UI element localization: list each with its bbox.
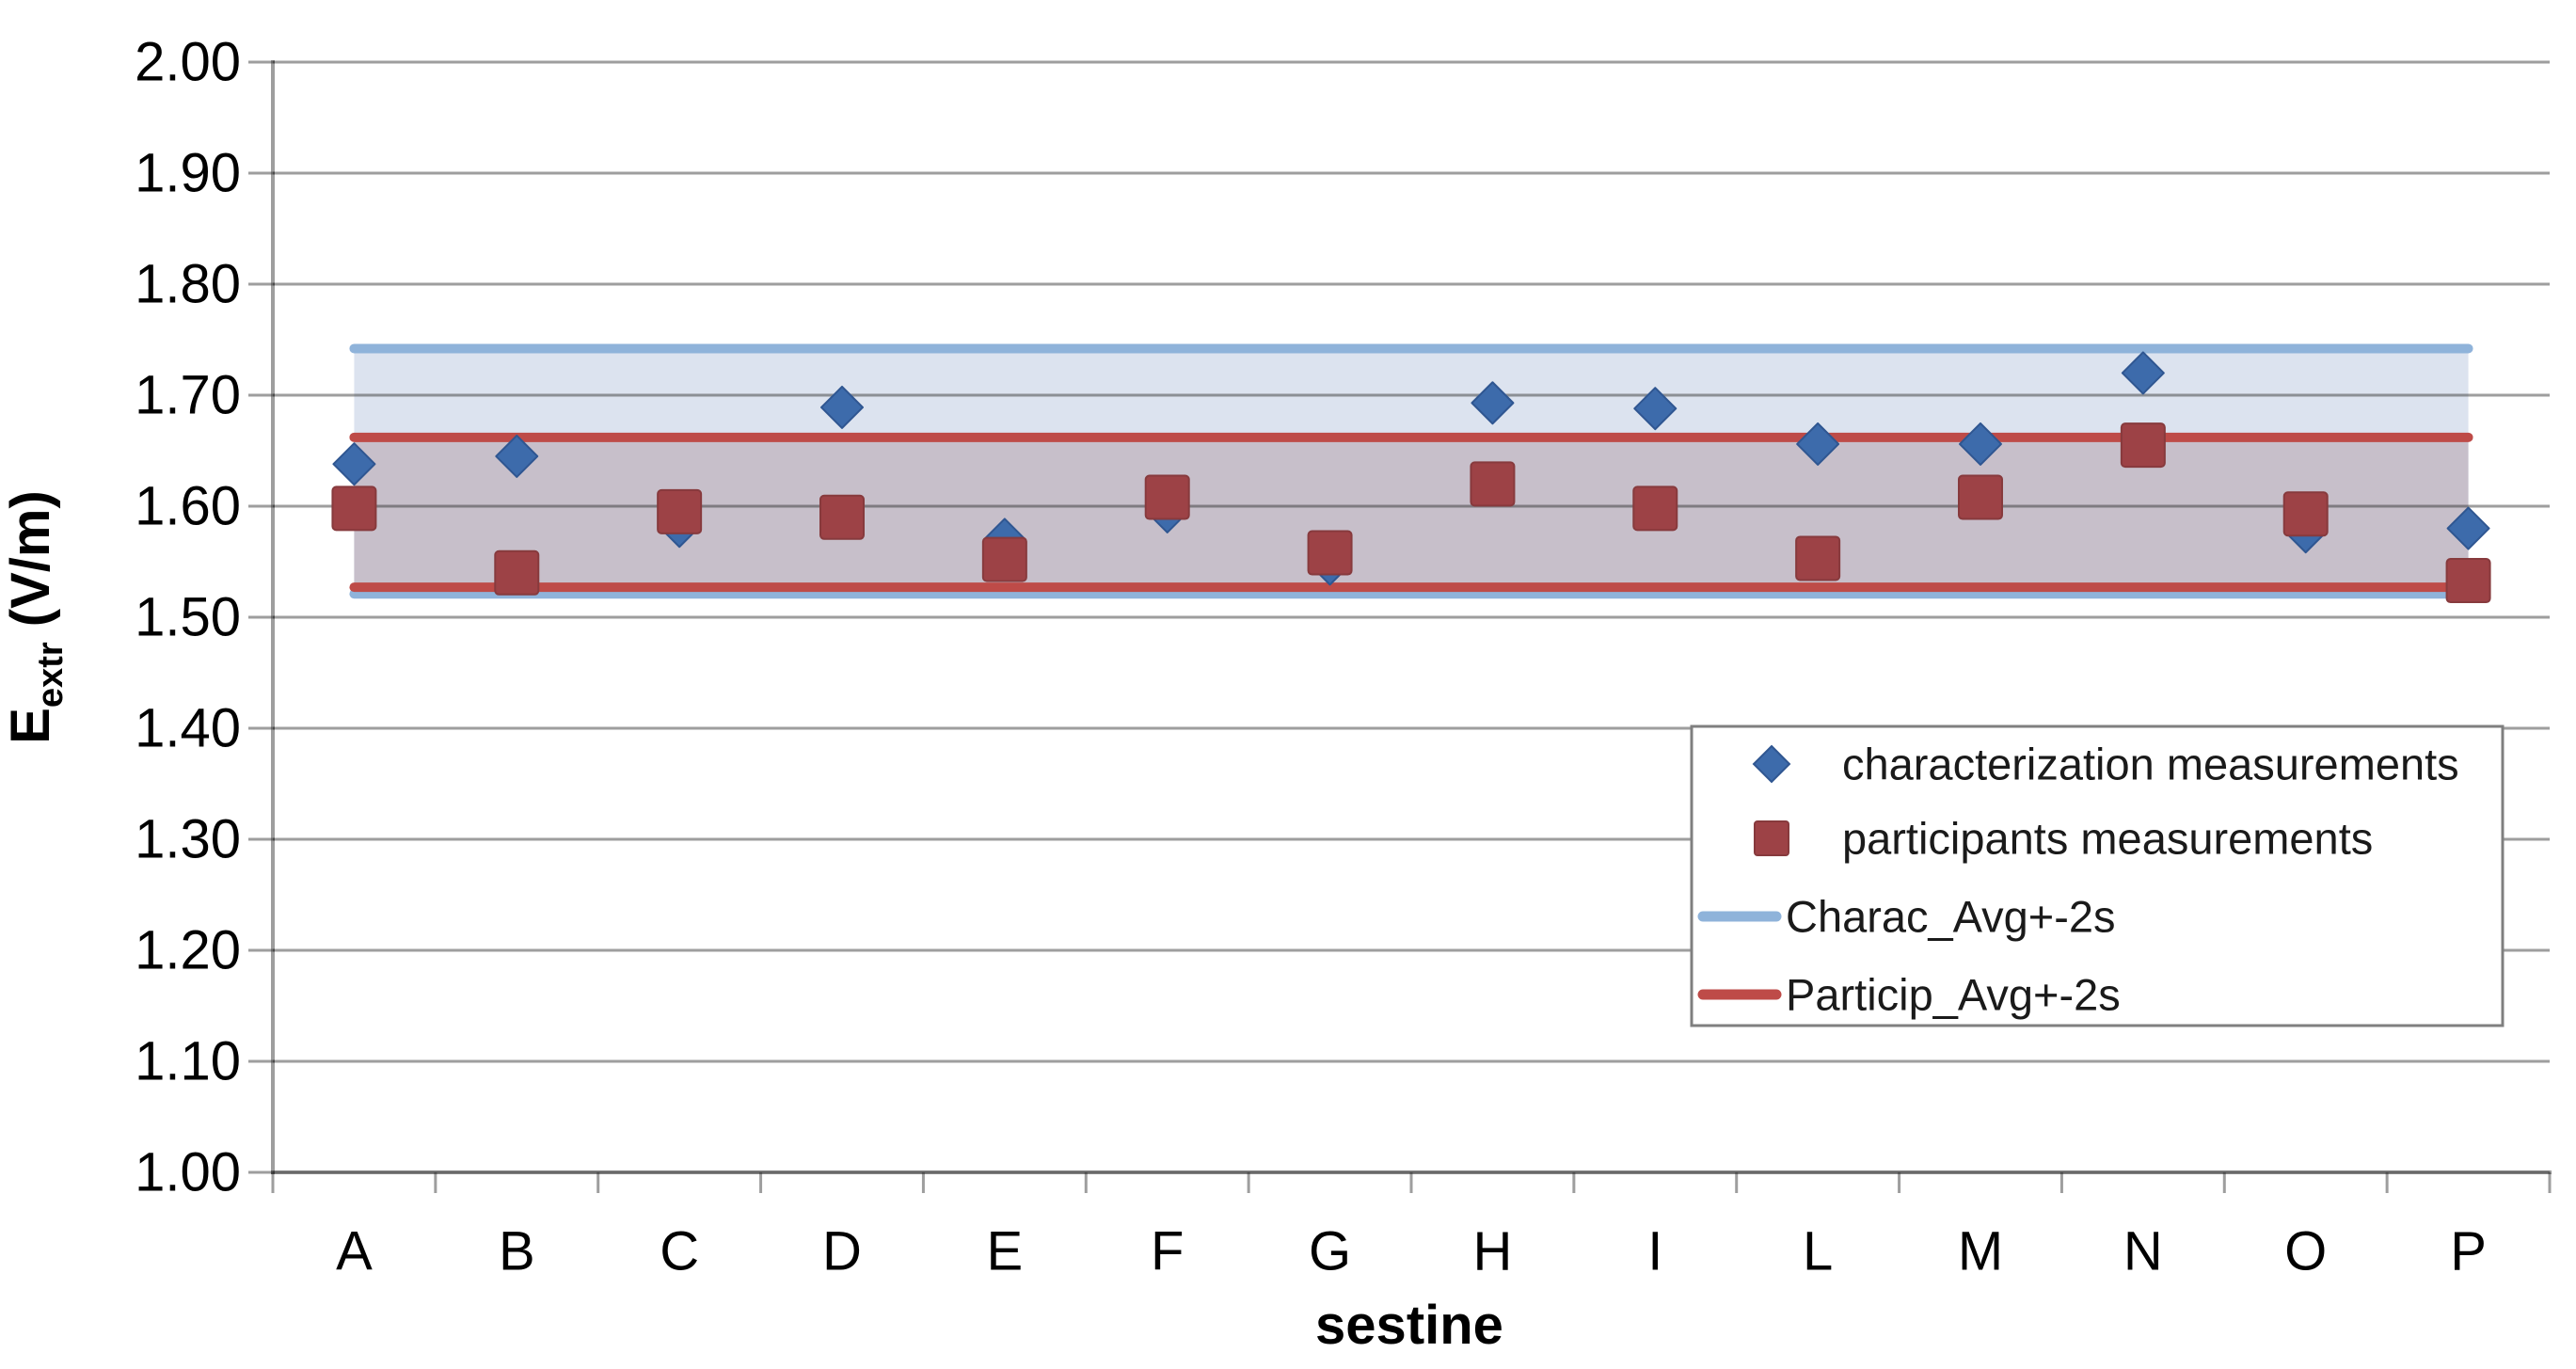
particip-point-L [1795,535,1841,581]
x-category-label: N [2123,1221,2163,1282]
legend-label-particip-band: Particip_Avg+-2s [1786,970,2121,1020]
x-category-label: P [2450,1221,2487,1282]
particip-point-O [2282,491,2329,537]
legend-square-swatch-icon [1754,820,1789,856]
charac-point-D [820,385,864,429]
particip-point-C [657,488,703,534]
y-tick-label: 1.30 [135,809,241,870]
y-tick-label: 1.60 [135,476,241,537]
particip-point-H [1470,461,1516,507]
y-tick-label: 2.00 [135,32,241,93]
y-tick-label: 1.70 [135,365,241,426]
y-tick-label: 1.20 [135,920,241,981]
x-category-label: B [499,1221,535,1282]
x-category-label: L [1803,1221,1833,1282]
y-tick-label: 1.50 [135,587,241,648]
particip-point-I [1632,486,1678,532]
particip-band-fill [354,437,2469,588]
y-tick-label: 1.40 [135,698,241,759]
charac-point-N [2121,351,2165,395]
particip-point-D [819,494,865,540]
x-category-label: F [1151,1221,1184,1282]
legend-box [1690,724,2504,1027]
x-category-label: A [336,1221,373,1282]
particip-point-P [2445,558,2491,604]
charac-point-B [495,434,539,478]
x-category-label: D [822,1221,862,1282]
particip-point-G [1307,530,1353,576]
x-category-label: H [1472,1221,1512,1282]
x-category-label: G [1309,1221,1351,1282]
charac-point-H [1471,381,1515,425]
y-tick-labels: 1.00 1.10 1.20 1.30 1.40 1.50 1.60 1.70 1.80 1.90… [135,32,241,1203]
particip-point-A [331,486,377,532]
y-tick-label: 1.80 [135,254,241,315]
charac-point-P [2446,506,2490,550]
charac-point-A [332,442,376,486]
legend-label-particip-points: participants measurements [1842,814,2373,864]
particip-point-M [1958,474,2003,520]
x-axis-title: sestine [1315,1295,1503,1356]
particip-point-E [981,536,1027,582]
legend-swatches [1697,744,1791,1000]
legend-label-charac-points: characterization measurements [1842,740,2459,789]
particip-point-F [1144,474,1190,520]
particip-point-B [494,549,540,596]
legend-diamond-swatch-icon [1752,744,1791,784]
charac-point-I [1633,387,1678,431]
y-tick-label: 1.90 [135,143,241,204]
charac-point-L [1796,422,1840,466]
reference-bands [354,348,2469,595]
axes [271,60,2552,1193]
charac-point-M [1959,422,2002,466]
y-axis-title: Eextr (V/m) [0,490,71,744]
legend-label-charac-band: Charac_Avg+-2s [1786,892,2116,942]
y-tick-label: 1.10 [135,1031,241,1092]
x-category-label: E [987,1221,1024,1282]
x-category-label: C [660,1221,699,1282]
legend: characterization measurements participan… [1690,724,2504,1027]
x-category-label: O [2284,1221,2327,1282]
y-tick-label: 1.00 [135,1142,241,1203]
x-category-label: I [1647,1221,1662,1282]
reference-lines [349,343,2473,599]
x-category-label: M [1958,1221,2003,1282]
particip-point-N [2120,422,2166,469]
data-points [331,351,2491,604]
